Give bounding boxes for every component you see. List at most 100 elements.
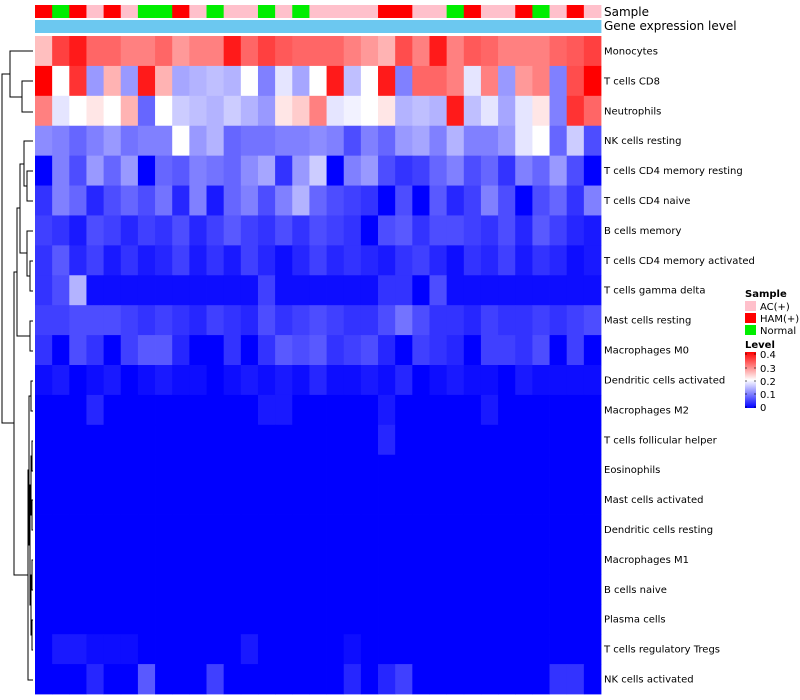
heatmap-cell: [103, 664, 122, 695]
heatmap-cell: [189, 544, 207, 575]
heatmap-cell: [480, 514, 499, 545]
heatmap-cell: [223, 155, 242, 186]
heatmap-cell: [515, 424, 533, 456]
heatmap-cell: [103, 215, 122, 246]
heatmap-cell: [360, 65, 379, 97]
heatmap-cell: [429, 215, 448, 246]
heatmap-cell: [360, 394, 379, 426]
sample-annotation-cell: [172, 5, 190, 18]
heatmap-cell: [446, 36, 465, 67]
heatmap-cell: [549, 125, 568, 157]
level-tick-label: 0.1: [760, 390, 776, 401]
heatmap-cell: [86, 634, 104, 665]
heatmap-cell: [343, 275, 362, 306]
heatmap-cell: [257, 394, 276, 426]
heatmap-cell: [240, 634, 259, 665]
sample-annotation-cell: [343, 5, 362, 18]
heatmap-cell: [240, 215, 259, 246]
heatmap-cell: [480, 305, 499, 336]
heatmap-cell: [549, 604, 568, 635]
heatmap-cell: [189, 335, 207, 366]
sample-annotation-cell: [103, 5, 122, 18]
heatmap-cell: [463, 245, 482, 276]
heatmap-cell: [360, 36, 379, 67]
heatmap-cell: [206, 215, 225, 246]
heatmap-cell: [446, 365, 465, 396]
heatmap-cell: [35, 394, 53, 426]
row-labels: Monocytes T cells CD8 Neutrophils NK cells …: [603, 46, 755, 685]
heatmap-cell: [515, 604, 533, 635]
heatmap-cell: [429, 245, 448, 276]
heatmap-cell: [223, 544, 242, 575]
heatmap-cell: [189, 185, 207, 216]
heatmap-cell: [120, 664, 139, 695]
heatmap-cell: [155, 454, 173, 486]
heatmap-cell: [52, 514, 70, 545]
heatmap-cell: [480, 95, 499, 127]
heatmap-cell: [292, 305, 310, 336]
heatmap-cell: [360, 275, 379, 306]
heatmap-cell: [172, 574, 190, 605]
sample-annotation-cell: [429, 5, 448, 18]
heatmap-cell: [446, 125, 465, 157]
heatmap-cell: [395, 335, 413, 366]
heatmap-cell: [189, 574, 207, 605]
dendrogram-branch: [29, 260, 33, 292]
expression-annotation-bar: [35, 20, 602, 33]
heatmap-cell: [566, 574, 585, 605]
heatmap-cell: [446, 275, 465, 306]
heatmap-cell: [155, 125, 173, 157]
heatmap-cell: [343, 36, 362, 67]
heatmap-cell: [412, 275, 430, 306]
heatmap-cell: [326, 394, 345, 426]
heatmap-cell: [532, 275, 550, 306]
heatmap-cell: [429, 634, 448, 665]
heatmap-cell: [120, 305, 139, 336]
heatmap-cell: [52, 95, 70, 127]
heatmap-cell: [309, 424, 327, 456]
heatmap-cell: [292, 604, 310, 635]
heatmap-cell: [515, 65, 533, 97]
heatmap-cell: [583, 125, 602, 157]
heatmap-cell: [120, 36, 139, 67]
heatmap-cell: [35, 155, 53, 186]
heatmap-cell: [137, 245, 156, 276]
heatmap-cell: [137, 335, 156, 366]
heatmap-cell: [155, 275, 173, 306]
sample-annotation-cell: [549, 5, 568, 18]
heatmap-cell: [498, 155, 516, 186]
heatmap-cell: [429, 65, 448, 97]
heatmap-cell: [103, 305, 122, 336]
heatmap-cell: [120, 574, 139, 605]
dendrogram-branch: [30, 380, 33, 412]
heatmap-cell: [240, 275, 259, 306]
expression-annotation-cell: [309, 20, 327, 33]
legend-label-ac: AC(+): [760, 302, 790, 313]
heatmap-cell: [583, 245, 602, 276]
heatmap-cell: [395, 305, 413, 336]
heatmap-cell: [360, 155, 379, 186]
heatmap-cell: [52, 484, 70, 515]
heatmap-cell: [240, 125, 259, 157]
sample-annotation-cell: [309, 5, 327, 18]
heatmap-cell: [309, 544, 327, 575]
row-label: Macrophages M1: [604, 555, 689, 566]
heatmap-cell: [532, 335, 550, 366]
heatmap-cell: [566, 634, 585, 665]
heatmap-cell: [69, 664, 87, 695]
dendrogram-branch: [23, 140, 33, 187]
sample-annotation-cell: [189, 5, 207, 18]
heatmap-cell: [566, 95, 585, 127]
heatmap-cell: [120, 484, 139, 515]
expression-annotation-cell: [189, 20, 207, 33]
heatmap-cell: [326, 245, 345, 276]
heatmap-cell: [463, 454, 482, 486]
heatmap-cell: [120, 424, 139, 456]
heatmap-cell: [292, 454, 310, 486]
heatmap-cell: [120, 245, 139, 276]
row-label: B cells memory: [604, 226, 681, 237]
heatmap-cell: [292, 275, 310, 306]
heatmap-cell: [275, 215, 293, 246]
dendrogram-branch: [16, 207, 30, 337]
heatmap-cell: [155, 245, 173, 276]
